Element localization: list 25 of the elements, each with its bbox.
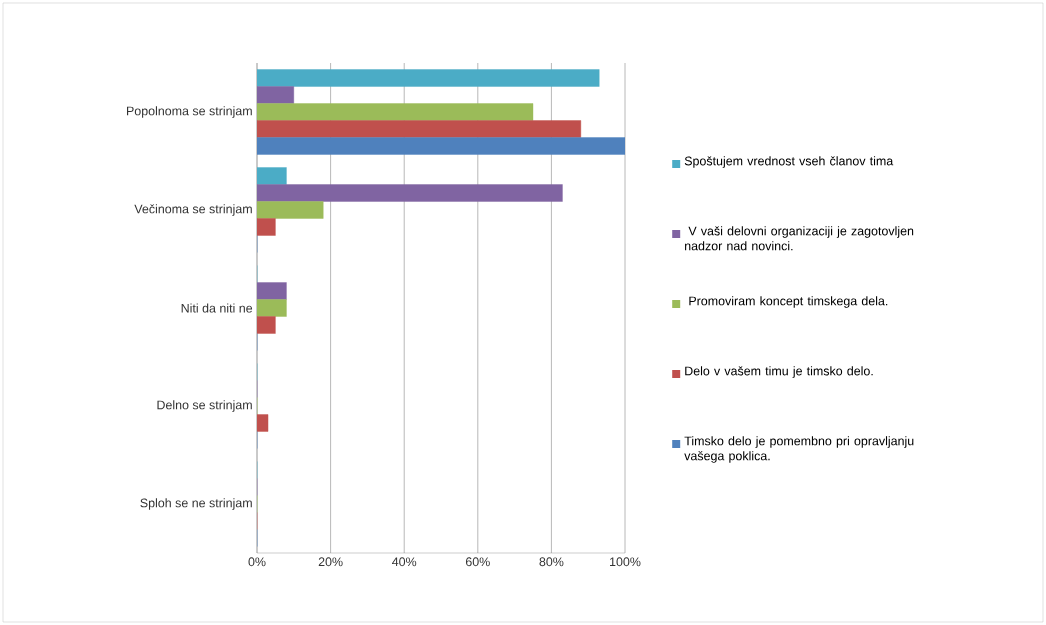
- bar: [257, 69, 600, 87]
- bar: [257, 137, 625, 155]
- y-tick-label: Niti da niti ne: [181, 303, 253, 313]
- bar: [257, 282, 287, 300]
- y-tick-label: Popolnoma se strinjam: [127, 106, 252, 118]
- legend-label: Promoviram koncept timskega dela.: [689, 296, 888, 308]
- y-tick-label: Delno se strinjam: [157, 400, 252, 412]
- x-tick-label: 40%: [392, 557, 417, 567]
- legend-label: V vaši delovni organizaciji je zagotovljen nadzor nad novinci.: [685, 226, 914, 251]
- bar: [257, 184, 563, 202]
- legend-label: Timsko delo je pomembno pri opravljanju vašega poklica.: [684, 436, 914, 463]
- legend-label: Delo v vašem timu je timsko delo.: [685, 366, 873, 378]
- y-tick-label: Večinoma se strinjam: [134, 204, 252, 216]
- bar: [257, 86, 294, 104]
- x-tick-label: 60%: [465, 557, 490, 567]
- x-tick-label: 80%: [539, 557, 564, 567]
- y-tick-label: Sploh se ne strinjam: [140, 498, 252, 510]
- x-tick-label: 100%: [610, 557, 641, 567]
- bar: [257, 103, 534, 121]
- bar: [257, 201, 324, 219]
- bar: [257, 299, 287, 317]
- bar: [257, 167, 287, 185]
- x-tick-label: 0%: [248, 557, 266, 567]
- x-tick-label: 20%: [318, 557, 343, 567]
- legend-label: Spoštujem vrednost vseh članov tima: [684, 156, 894, 168]
